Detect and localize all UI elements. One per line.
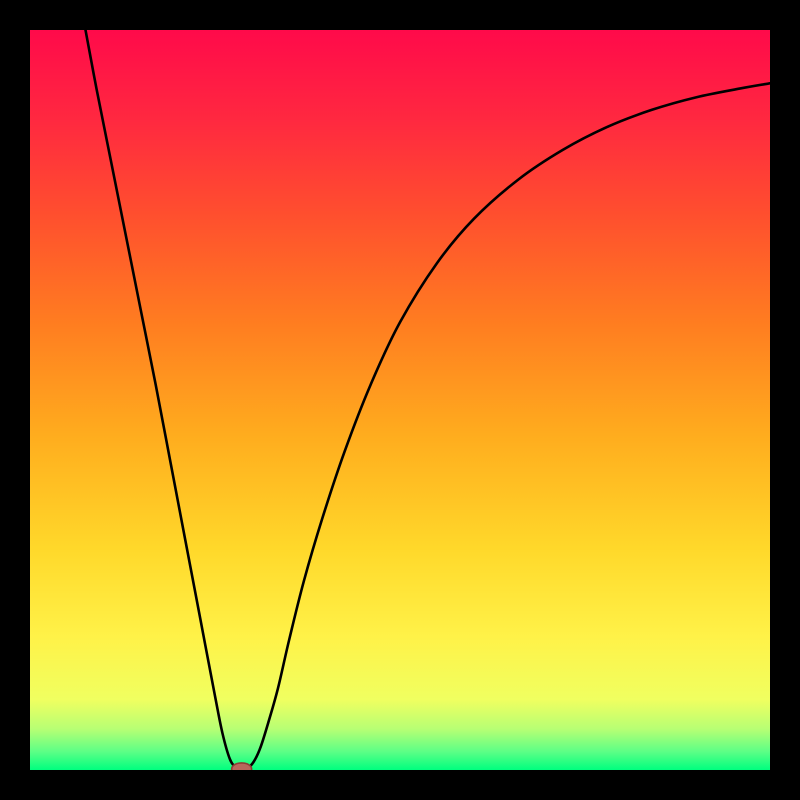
bottleneck-chart bbox=[0, 0, 800, 800]
chart-background-gradient bbox=[30, 30, 770, 770]
chart-frame: TheBottleneck.com bbox=[0, 0, 800, 800]
